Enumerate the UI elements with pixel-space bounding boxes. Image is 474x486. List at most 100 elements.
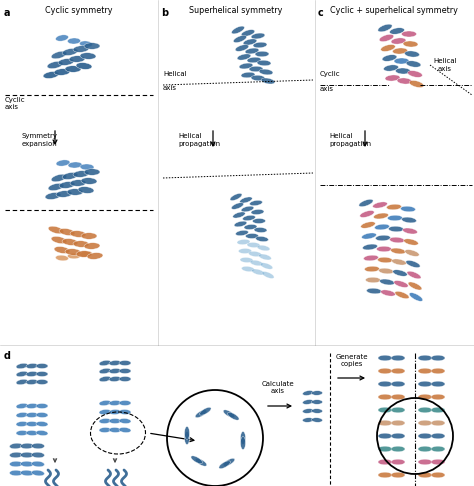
Ellipse shape (99, 360, 111, 365)
Ellipse shape (378, 472, 392, 478)
Ellipse shape (378, 381, 392, 387)
Ellipse shape (195, 458, 207, 466)
Ellipse shape (431, 381, 445, 387)
Ellipse shape (234, 221, 247, 227)
Ellipse shape (36, 371, 48, 377)
Ellipse shape (391, 459, 405, 465)
Ellipse shape (302, 399, 313, 404)
Ellipse shape (26, 431, 38, 435)
Text: Helical: Helical (163, 71, 187, 77)
Ellipse shape (31, 461, 45, 467)
Ellipse shape (59, 228, 75, 236)
Ellipse shape (109, 418, 121, 423)
Ellipse shape (231, 203, 244, 209)
Ellipse shape (9, 452, 22, 458)
Ellipse shape (16, 364, 28, 369)
Ellipse shape (223, 410, 235, 417)
Ellipse shape (54, 246, 70, 253)
Ellipse shape (51, 51, 67, 59)
Ellipse shape (418, 420, 432, 426)
Ellipse shape (382, 55, 397, 61)
Ellipse shape (233, 212, 245, 218)
Ellipse shape (109, 410, 121, 415)
Ellipse shape (391, 420, 405, 426)
Ellipse shape (378, 24, 392, 32)
Ellipse shape (361, 222, 375, 228)
Ellipse shape (407, 271, 421, 279)
Ellipse shape (99, 400, 111, 406)
Text: c: c (318, 8, 324, 18)
Ellipse shape (377, 257, 392, 263)
Ellipse shape (401, 206, 416, 212)
Ellipse shape (36, 413, 48, 417)
Ellipse shape (406, 260, 420, 268)
Ellipse shape (391, 248, 405, 254)
Ellipse shape (302, 391, 313, 396)
Ellipse shape (257, 60, 271, 66)
Ellipse shape (418, 446, 432, 452)
Ellipse shape (391, 355, 405, 361)
Ellipse shape (200, 407, 211, 415)
Ellipse shape (379, 35, 394, 42)
Ellipse shape (31, 452, 45, 458)
Ellipse shape (381, 290, 395, 296)
Ellipse shape (9, 461, 22, 467)
Ellipse shape (99, 376, 111, 382)
Ellipse shape (16, 403, 28, 409)
Ellipse shape (431, 407, 445, 413)
Ellipse shape (261, 78, 275, 84)
Ellipse shape (232, 26, 245, 34)
Ellipse shape (311, 391, 322, 395)
Ellipse shape (431, 446, 445, 452)
Ellipse shape (119, 427, 131, 433)
Ellipse shape (243, 39, 257, 45)
Ellipse shape (391, 38, 406, 44)
Ellipse shape (67, 189, 83, 195)
Ellipse shape (48, 183, 64, 191)
Ellipse shape (16, 371, 28, 377)
Ellipse shape (81, 233, 97, 239)
Text: axis: axis (163, 85, 177, 91)
Ellipse shape (239, 63, 253, 69)
Ellipse shape (56, 191, 72, 197)
Ellipse shape (391, 446, 405, 452)
Ellipse shape (249, 66, 263, 72)
Ellipse shape (73, 171, 89, 177)
Text: Cyclic: Cyclic (5, 97, 26, 103)
Ellipse shape (391, 407, 405, 413)
Ellipse shape (56, 160, 70, 166)
Ellipse shape (380, 279, 394, 285)
Ellipse shape (257, 245, 270, 251)
Ellipse shape (248, 251, 262, 257)
Ellipse shape (235, 45, 249, 52)
Ellipse shape (385, 75, 400, 81)
Ellipse shape (240, 436, 246, 450)
Ellipse shape (431, 355, 445, 361)
Ellipse shape (373, 202, 387, 208)
Ellipse shape (32, 470, 45, 476)
Ellipse shape (16, 431, 28, 435)
Ellipse shape (374, 224, 390, 230)
Ellipse shape (383, 65, 399, 71)
Ellipse shape (237, 54, 251, 60)
Ellipse shape (418, 394, 432, 400)
Ellipse shape (378, 394, 392, 400)
Ellipse shape (43, 71, 59, 78)
Ellipse shape (228, 412, 239, 420)
Ellipse shape (259, 254, 271, 260)
Ellipse shape (47, 61, 63, 69)
Ellipse shape (69, 56, 85, 62)
Ellipse shape (431, 420, 445, 426)
Text: axis: axis (5, 104, 19, 110)
Ellipse shape (374, 213, 388, 219)
Ellipse shape (243, 215, 255, 221)
Ellipse shape (236, 230, 248, 236)
Ellipse shape (99, 418, 111, 423)
Ellipse shape (20, 470, 34, 476)
Ellipse shape (395, 292, 409, 298)
Ellipse shape (65, 66, 81, 72)
Ellipse shape (418, 381, 432, 387)
Ellipse shape (376, 246, 392, 252)
Ellipse shape (378, 420, 392, 426)
Ellipse shape (401, 31, 417, 37)
